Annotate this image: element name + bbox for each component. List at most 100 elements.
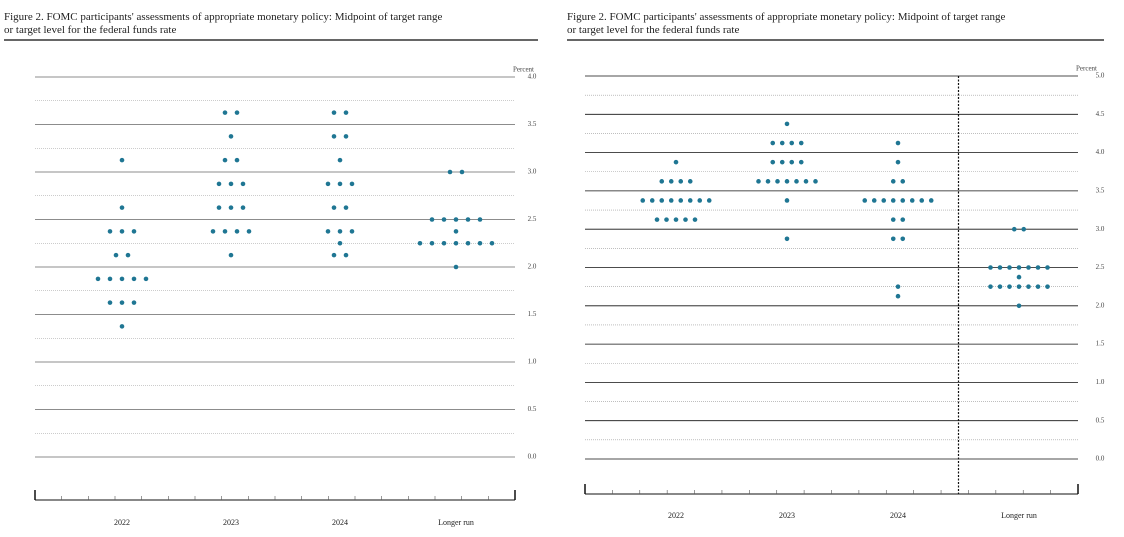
y-tick-label: 0.0	[528, 453, 537, 461]
dot	[895, 159, 901, 165]
dot	[895, 293, 901, 299]
dot	[687, 179, 693, 184]
dot	[654, 217, 660, 222]
dot	[890, 236, 896, 242]
dot	[928, 198, 934, 203]
dot	[770, 140, 776, 146]
dot	[343, 134, 349, 139]
dot	[784, 179, 790, 184]
dot	[697, 198, 703, 203]
dot	[798, 140, 804, 146]
dot	[673, 159, 679, 165]
dot	[683, 217, 688, 222]
dot	[1016, 274, 1022, 280]
dot	[779, 159, 785, 165]
chart-title: or target level for the federal funds ra…	[567, 24, 739, 36]
dot	[900, 179, 906, 184]
dot	[228, 181, 234, 187]
dot	[477, 240, 483, 246]
dot	[803, 179, 809, 184]
chart-title: or target level for the federal funds ra…	[4, 24, 176, 36]
y-tick-label: 1.0	[528, 358, 537, 366]
x-tick-label: 2022	[114, 518, 130, 527]
dot	[1035, 265, 1041, 270]
dot	[789, 140, 795, 146]
dot	[659, 198, 665, 203]
dot	[706, 198, 712, 203]
dot	[765, 179, 771, 184]
dot	[895, 284, 901, 289]
y-tick-label: 4.0	[1096, 148, 1105, 156]
dot	[664, 217, 669, 222]
dot	[784, 121, 790, 127]
dot	[222, 157, 228, 163]
dot	[673, 217, 679, 222]
dot	[107, 229, 113, 234]
dot	[441, 240, 447, 246]
dot	[210, 229, 216, 234]
dot	[337, 240, 343, 246]
dot	[692, 217, 698, 222]
dot	[871, 198, 877, 203]
dot	[659, 179, 665, 184]
dot	[240, 205, 246, 210]
dot	[337, 157, 343, 163]
dot	[890, 179, 896, 184]
dot	[119, 276, 125, 282]
dot	[1016, 265, 1022, 270]
dot	[143, 276, 149, 282]
y-tick-label: 0.5	[528, 405, 537, 413]
y-tick-label: 3.0	[528, 168, 537, 176]
x-tick-label: Longer run	[1001, 511, 1037, 520]
dot	[1026, 265, 1031, 270]
dot	[447, 169, 453, 175]
x-tick-label: 2024	[332, 518, 348, 527]
dot	[756, 179, 761, 184]
dot	[131, 276, 137, 282]
dot	[234, 229, 240, 234]
dot	[343, 252, 349, 258]
dot	[890, 217, 896, 222]
dot	[1021, 226, 1027, 232]
y-tick-label: 5.0	[1096, 72, 1105, 80]
y-tick-label: 2.0	[528, 263, 537, 271]
dot	[794, 179, 799, 184]
dot	[687, 198, 693, 203]
dot	[331, 110, 337, 115]
dot	[997, 265, 1003, 270]
dot	[770, 159, 776, 165]
dot	[453, 264, 459, 270]
dot	[678, 198, 684, 203]
y-tick-label: 4.0	[528, 73, 537, 81]
dot	[429, 240, 435, 246]
dot	[441, 217, 447, 222]
y-tick-label: 1.5	[1096, 340, 1105, 348]
dot	[1007, 284, 1012, 289]
x-tick-label: 2024	[890, 511, 906, 520]
y-tick-label: 2.5	[1096, 263, 1105, 271]
y-tick-label: 2.0	[1096, 301, 1105, 309]
dot	[1011, 226, 1017, 232]
dot	[119, 324, 125, 329]
y-tick-label: 4.5	[1096, 110, 1105, 118]
dot	[107, 300, 113, 305]
dot	[919, 198, 925, 203]
y-axis-label: Percent	[1076, 65, 1097, 73]
dot	[909, 198, 915, 203]
dot	[125, 252, 131, 258]
dot	[216, 181, 222, 187]
dot	[1016, 284, 1022, 289]
dot	[900, 236, 906, 242]
dot	[1045, 265, 1050, 270]
dot	[337, 181, 343, 187]
dot	[900, 217, 906, 222]
x-tick-label: 2023	[779, 511, 795, 520]
x-tick-label: 2023	[223, 518, 239, 527]
dot	[895, 140, 901, 146]
y-tick-label: 1.0	[1096, 378, 1105, 386]
dot	[862, 198, 868, 203]
dot	[417, 240, 423, 246]
dot	[997, 284, 1003, 289]
dot	[234, 157, 240, 163]
